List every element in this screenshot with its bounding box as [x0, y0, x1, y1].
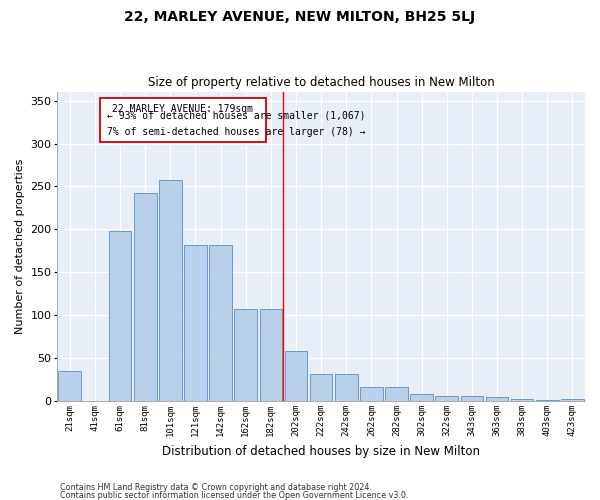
- Bar: [235, 310, 257, 401]
- Bar: [134, 192, 157, 401]
- Bar: [284, 352, 307, 401]
- Bar: [335, 374, 358, 401]
- Bar: [109, 231, 131, 401]
- Y-axis label: Number of detached properties: Number of detached properties: [15, 159, 25, 334]
- Bar: [436, 396, 458, 401]
- Text: ← 93% of detached houses are smaller (1,067): ← 93% of detached houses are smaller (1,…: [107, 110, 366, 120]
- Text: 22 MARLEY AVENUE: 179sqm: 22 MARLEY AVENUE: 179sqm: [112, 104, 253, 114]
- Bar: [360, 386, 383, 401]
- Bar: [385, 386, 408, 401]
- Bar: [260, 310, 282, 401]
- Text: 7% of semi-detached houses are larger (78) →: 7% of semi-detached houses are larger (7…: [107, 126, 366, 136]
- Bar: [461, 396, 483, 401]
- Bar: [536, 400, 559, 401]
- Bar: [486, 397, 508, 401]
- Text: Contains public sector information licensed under the Open Government Licence v3: Contains public sector information licen…: [60, 490, 409, 500]
- Bar: [511, 398, 533, 401]
- Bar: [184, 245, 207, 401]
- Bar: [58, 371, 81, 401]
- X-axis label: Distribution of detached houses by size in New Milton: Distribution of detached houses by size …: [162, 444, 480, 458]
- Bar: [100, 98, 266, 142]
- Title: Size of property relative to detached houses in New Milton: Size of property relative to detached ho…: [148, 76, 494, 90]
- Text: 22, MARLEY AVENUE, NEW MILTON, BH25 5LJ: 22, MARLEY AVENUE, NEW MILTON, BH25 5LJ: [124, 10, 476, 24]
- Bar: [310, 374, 332, 401]
- Bar: [561, 400, 584, 401]
- Bar: [410, 394, 433, 401]
- Bar: [209, 245, 232, 401]
- Text: Contains HM Land Registry data © Crown copyright and database right 2024.: Contains HM Land Registry data © Crown c…: [60, 484, 372, 492]
- Bar: [159, 180, 182, 401]
